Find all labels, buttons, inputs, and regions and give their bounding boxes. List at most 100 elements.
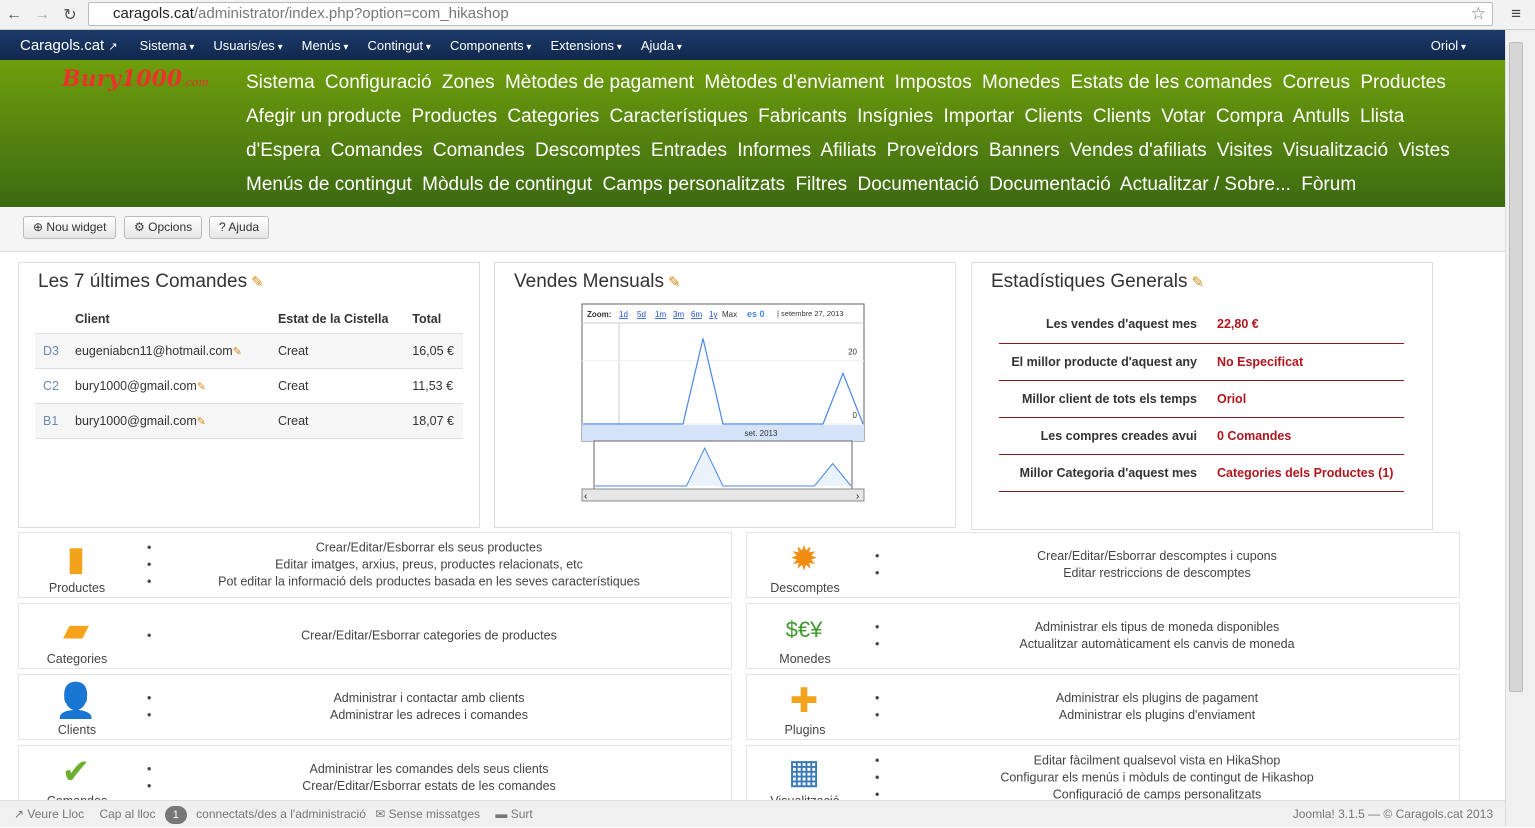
forward-icon[interactable]: → <box>28 6 56 24</box>
banner-link[interactable]: Vistes <box>1398 140 1449 161</box>
menu-contingut[interactable]: Contingut <box>367 38 430 53</box>
pencil-icon[interactable]: ✎ <box>233 346 242 358</box>
tile-name[interactable]: Plugins <box>747 723 863 737</box>
page-scrollbar[interactable] <box>1505 30 1535 827</box>
banner-link[interactable]: Afiliats <box>820 140 876 161</box>
checklist-icon[interactable]: ✔ <box>47 750 105 794</box>
browser-menu-icon[interactable]: ≡ <box>1511 4 1521 24</box>
pencil-icon[interactable]: ✎ <box>197 416 206 428</box>
banner-link[interactable]: Productes <box>412 106 498 127</box>
banner-link[interactable]: Visualització <box>1283 140 1388 161</box>
banner-link[interactable]: Comandes <box>331 140 423 161</box>
currency-icon[interactable]: $€¥ <box>775 608 833 652</box>
banner-link[interactable]: Correus <box>1282 72 1350 93</box>
order-client[interactable]: eugeniabcn11@hotmail.com <box>75 344 233 358</box>
banner-link[interactable]: Clients <box>1025 106 1083 127</box>
zoom-option-3m[interactable]: 3m <box>673 310 684 319</box>
banner-link[interactable]: Actualitzar / Sobre... <box>1120 174 1291 195</box>
menu-sistema[interactable]: Sistema <box>140 38 195 53</box>
banner-link[interactable]: Productes <box>1360 72 1446 93</box>
bookmark-star-icon[interactable]: ☆ <box>1471 3 1486 25</box>
users-icon[interactable]: 👤 <box>47 679 105 723</box>
view-site-link[interactable]: ↗ Veure Lloc <box>14 807 90 821</box>
order-client[interactable]: bury1000@gmail.com <box>75 414 197 428</box>
banner-link[interactable]: Menús de contingut <box>246 174 412 195</box>
tile-productes[interactable]: ▮ProductesCrear/Editar/Esborrar els seus… <box>18 532 732 598</box>
banner-link[interactable]: Camps personalitzats <box>602 174 785 195</box>
window-icon[interactable]: ▦ <box>775 750 833 794</box>
box-icon[interactable]: ▮ <box>47 537 105 581</box>
banner-link[interactable]: Informes <box>737 140 811 161</box>
banner-link[interactable]: Estats de les comandes <box>1070 72 1272 93</box>
banner-link[interactable]: Mòduls de contingut <box>422 174 592 195</box>
new-widget-button[interactable]: ⊕ Nou widget <box>23 216 116 239</box>
banner-link[interactable]: Monedes <box>982 72 1060 93</box>
banner-link[interactable]: Característiques <box>610 106 748 127</box>
banner-link[interactable]: Votar <box>1161 106 1205 127</box>
edit-icon[interactable]: ✎ <box>1191 274 1204 291</box>
banner-link[interactable]: Documentació <box>857 174 978 195</box>
banner-link[interactable]: Proveïdors <box>887 140 979 161</box>
zoom-option-6m[interactable]: 6m <box>691 310 702 319</box>
messages-link[interactable]: ✉ Sense missatges <box>375 807 486 821</box>
help-button[interactable]: ? Ajuda <box>209 216 269 239</box>
menu-usuaris[interactable]: Usuaris/es <box>213 38 282 53</box>
order-client[interactable]: bury1000@gmail.com <box>75 379 197 393</box>
folder-icon[interactable]: ▰ <box>47 608 105 652</box>
banner-link[interactable]: Entrades <box>651 140 727 161</box>
banner-link[interactable]: Vendes d'afiliats <box>1070 140 1207 161</box>
reload-icon[interactable]: ↻ <box>56 5 84 25</box>
banner-link[interactable]: Impostos <box>895 72 972 93</box>
banner-link[interactable]: Insígnies <box>857 106 933 127</box>
menu-ajuda[interactable]: Ajuda <box>641 38 682 53</box>
banner-link[interactable]: Zones <box>442 72 495 93</box>
menu-extensions[interactable]: Extensions <box>550 38 621 53</box>
tile-name[interactable]: Descomptes <box>747 581 863 595</box>
banner-link[interactable]: Categories <box>507 106 599 127</box>
tile-name[interactable]: Categories <box>19 652 135 666</box>
banner-link[interactable]: Documentació <box>989 174 1110 195</box>
pencil-icon[interactable]: ✎ <box>197 381 206 393</box>
no-site-link[interactable]: Cap al lloc <box>99 807 155 821</box>
banner-link[interactable]: Sistema <box>246 72 315 93</box>
tile-name[interactable]: Productes <box>19 581 135 595</box>
tile-monedes[interactable]: $€¥MonedesAdministrar els tipus de moned… <box>746 603 1460 669</box>
banner-link[interactable]: Filtres <box>795 174 847 195</box>
tile-name[interactable]: Clients <box>19 723 135 737</box>
site-brand-link[interactable]: Caragols.cat ↗ <box>20 37 118 54</box>
banner-link[interactable]: Fòrum <box>1301 174 1356 195</box>
puzzle-icon[interactable]: ✚ <box>775 679 833 723</box>
discount-badge-icon[interactable]: ✹ <box>775 537 833 581</box>
banner-link[interactable]: Comandes <box>433 140 525 161</box>
scrollbar-thumb[interactable] <box>1509 42 1523 692</box>
banner-link[interactable]: Afegir un producte <box>246 106 401 127</box>
banner-link[interactable]: Mètodes de pagament <box>505 72 694 93</box>
zoom-option-1m[interactable]: 1m <box>655 310 666 319</box>
zoom-option-1d[interactable]: 1d <box>619 310 628 319</box>
banner-link[interactable]: Visites <box>1217 140 1273 161</box>
back-icon[interactable]: ← <box>0 6 28 24</box>
menu-components[interactable]: Components <box>450 38 532 53</box>
scroll-left-icon[interactable]: ‹ <box>584 491 587 502</box>
zoom-option-5d[interactable]: 5d <box>637 310 646 319</box>
banner-link[interactable]: Banners <box>989 140 1060 161</box>
banner-link[interactable]: Compra <box>1216 106 1284 127</box>
banner-link[interactable]: Antulls <box>1293 106 1350 127</box>
edit-icon[interactable]: ✎ <box>251 274 264 291</box>
menu-menus[interactable]: Menús <box>302 38 349 53</box>
tile-name[interactable]: Monedes <box>747 652 863 666</box>
chart-scrollbar[interactable] <box>582 489 864 501</box>
navigator[interactable] <box>594 441 852 489</box>
banner-link[interactable]: Descomptes <box>535 140 641 161</box>
banner-link[interactable]: Clients <box>1093 106 1151 127</box>
user-menu[interactable]: Oriol <box>1431 38 1466 53</box>
options-button[interactable]: ⚙ Opcions <box>124 216 202 239</box>
banner-link[interactable]: Importar <box>943 106 1014 127</box>
tile-plugins[interactable]: ✚PluginsAdministrar els plugins de pagam… <box>746 674 1460 740</box>
banner-link[interactable]: Configuració <box>325 72 432 93</box>
zoom-option-Max[interactable]: Max <box>722 310 737 319</box>
